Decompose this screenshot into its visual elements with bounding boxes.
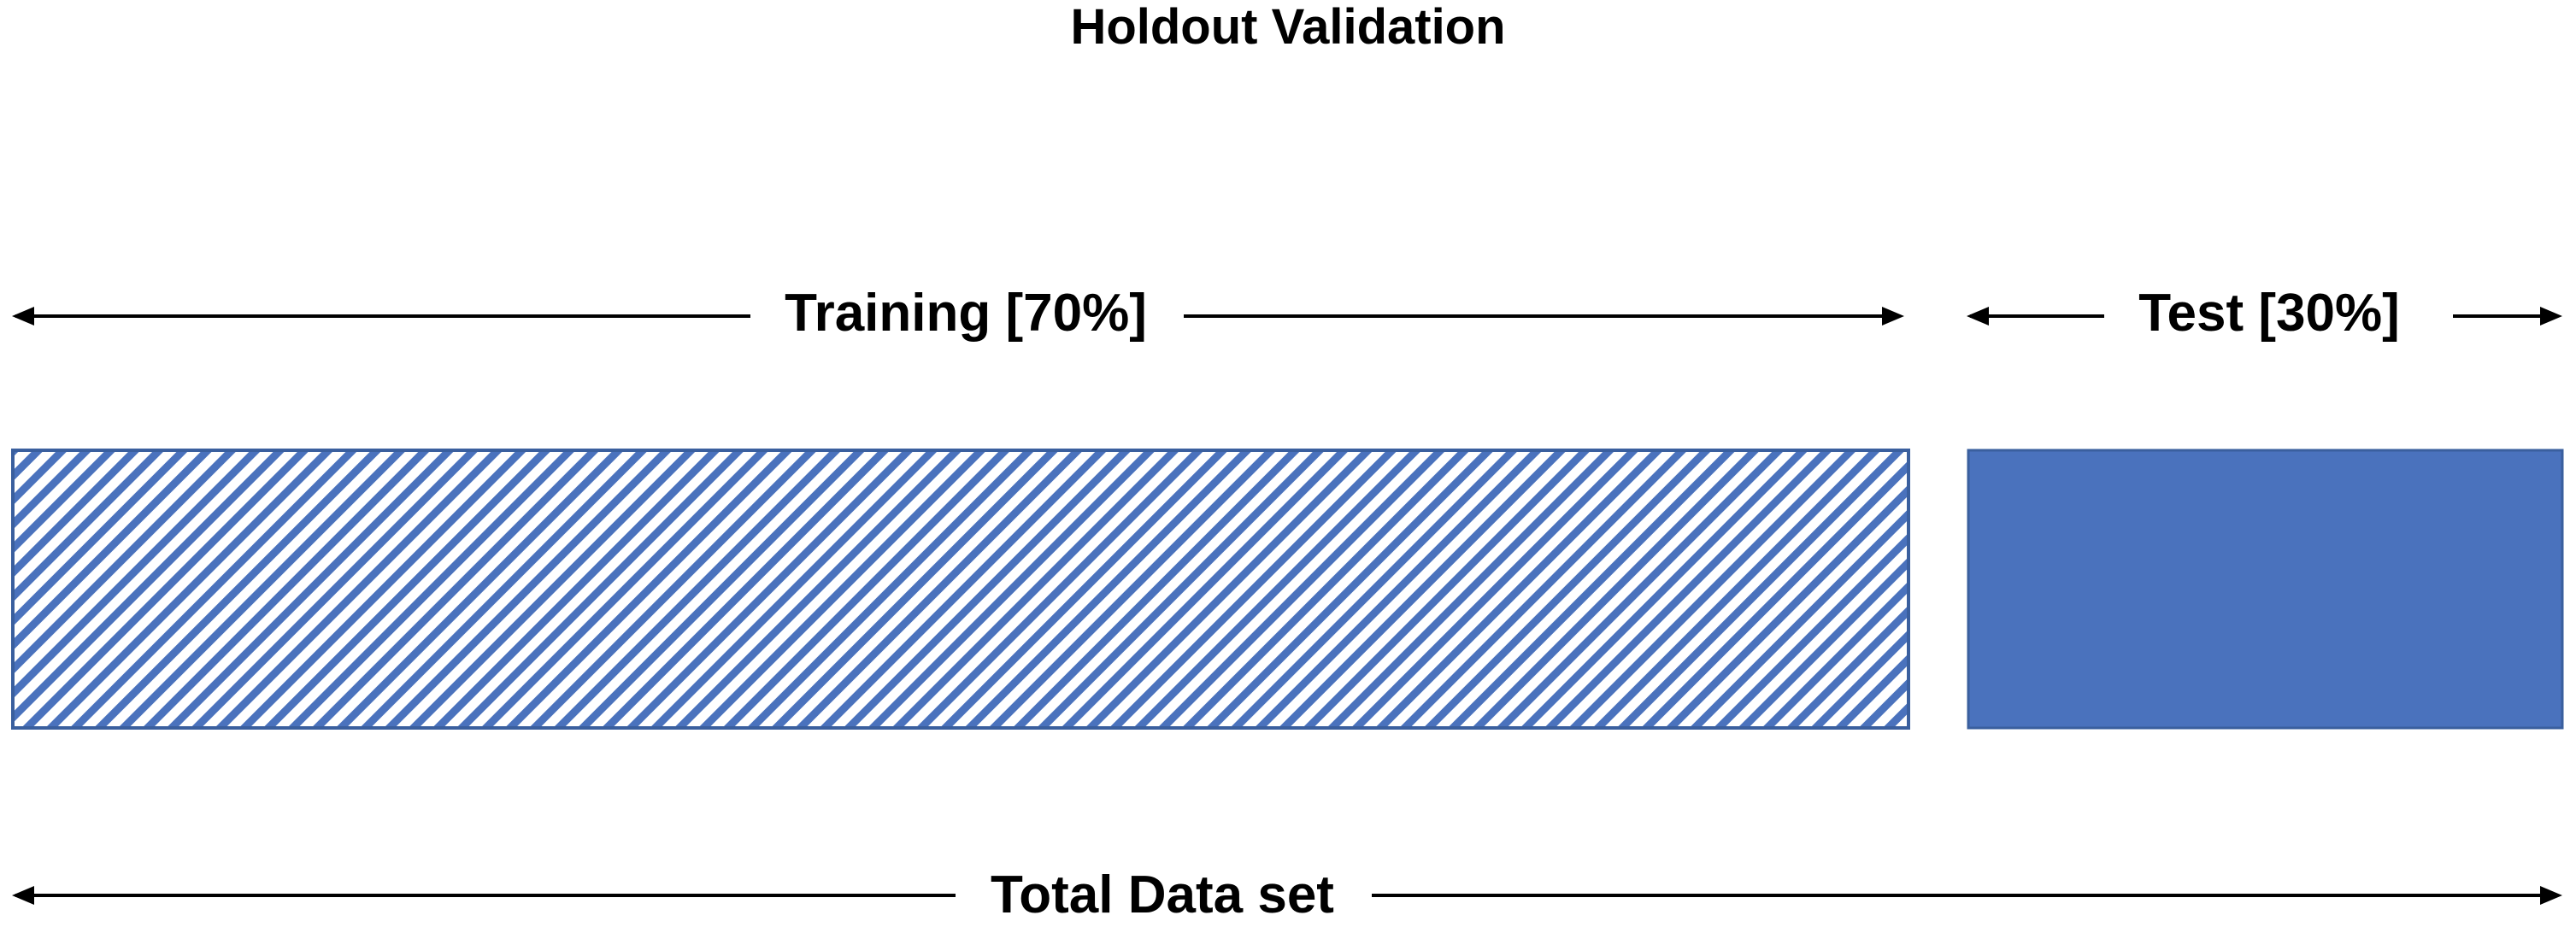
- training-label: Training [70%]: [752, 282, 1179, 345]
- total-label: Total Data set: [957, 864, 1367, 927]
- test-bar: [1967, 449, 2564, 730]
- diagram-title: Holdout Validation: [1070, 0, 1506, 55]
- total-arrow: [12, 886, 2562, 905]
- training-arrow: [12, 307, 1904, 326]
- test-arrow: [1967, 307, 2562, 326]
- test-label: Test [30%]: [2120, 282, 2419, 345]
- training-bar: [11, 449, 1910, 730]
